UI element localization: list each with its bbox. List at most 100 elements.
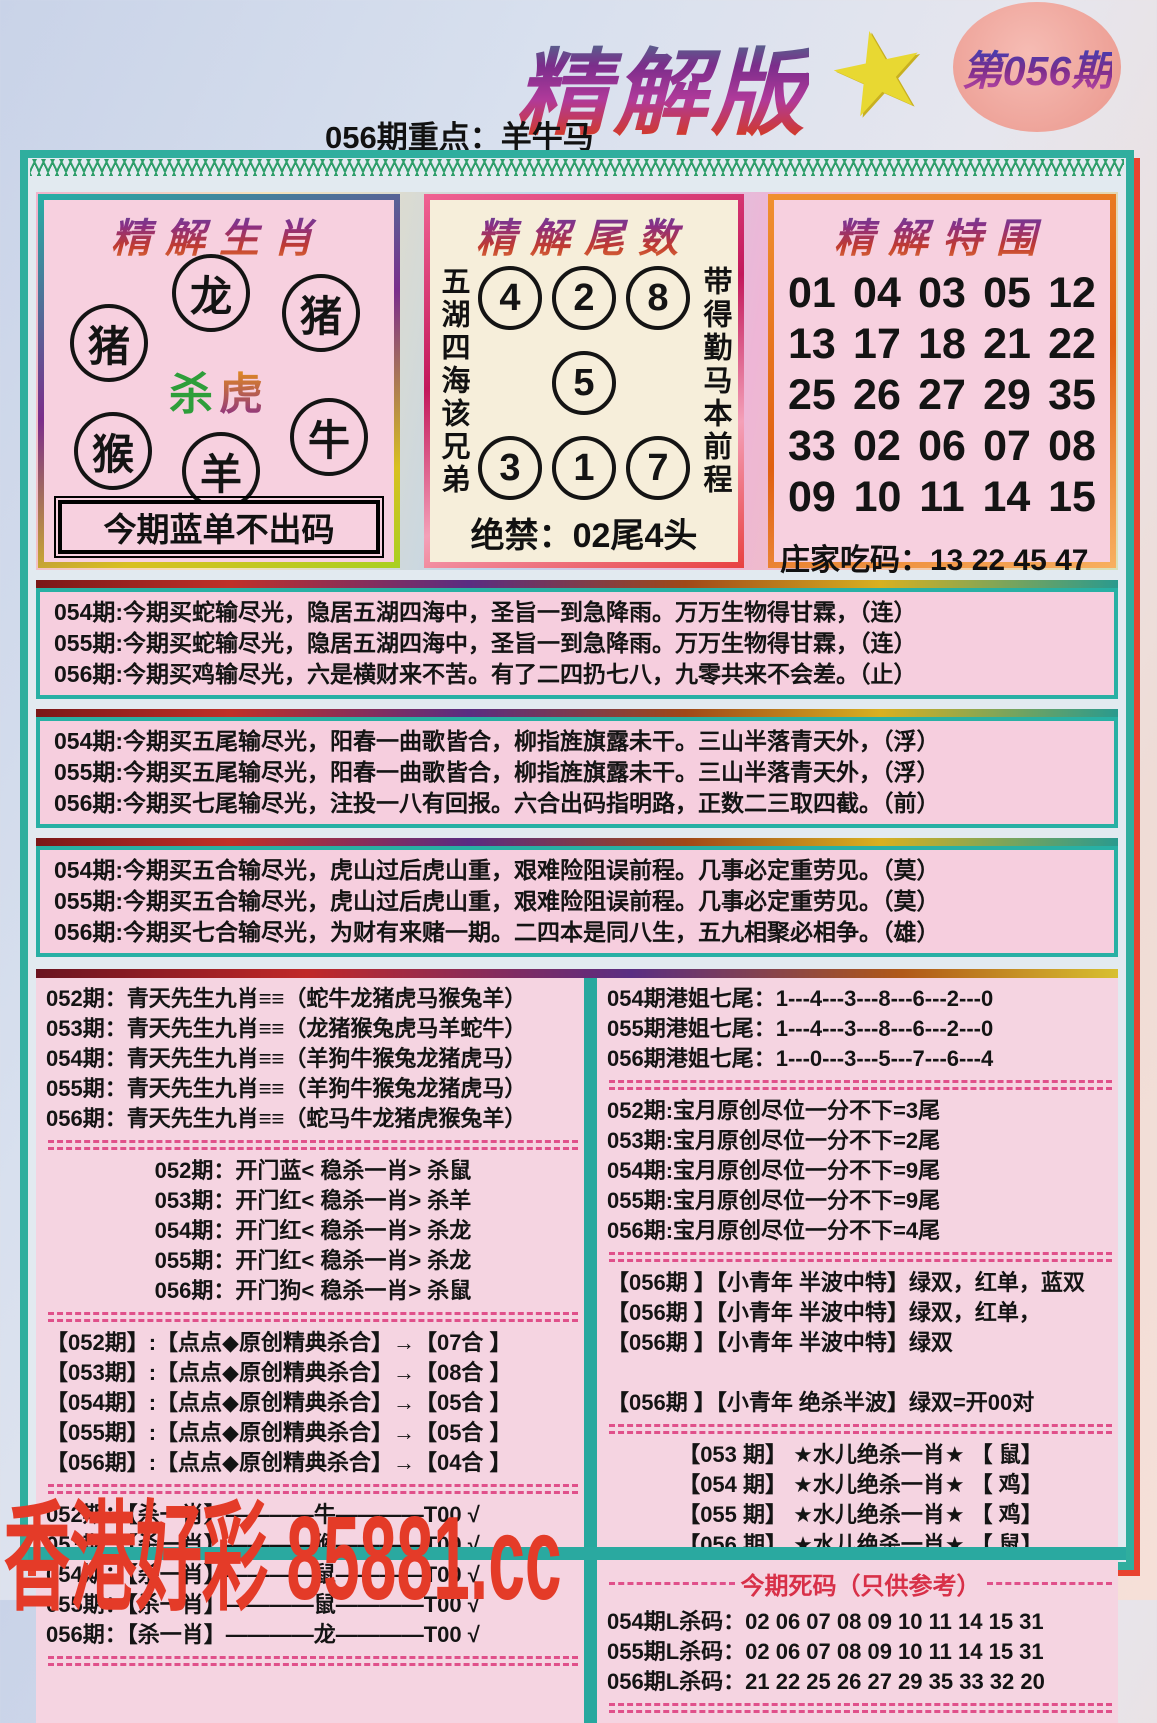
- verse-block-2: 054期:今期买五尾输尽光，阳春一曲歌皆合，柳指旌旗露未干。三山半落青天外，（浮…: [36, 717, 1118, 828]
- list-item: 054期：开门红< 稳杀一肖> 杀龙: [154, 1218, 472, 1243]
- zodiac-box: 精解生肖 猪 龙 猪 杀虎 猴 羊 牛 今期蓝单不出码: [38, 194, 400, 568]
- tail-row-bottom: 3 1 7: [478, 436, 690, 500]
- spacer: [607, 1358, 1114, 1388]
- list-item: 053期：开门红< 稳杀一肖> 杀羊: [154, 1188, 472, 1213]
- zodiac-box-title: 精解生肖: [44, 200, 394, 264]
- special-number: 26: [853, 371, 901, 419]
- separator: [48, 1656, 578, 1666]
- tail-box-title: 精解尾数: [430, 200, 738, 264]
- special-box-title: 精解特围: [774, 200, 1110, 264]
- special-row: 09 10 11 14 15: [788, 472, 1096, 523]
- zodiac-circle: 龙: [172, 254, 250, 332]
- zodiac-circle: 猴: [74, 412, 152, 490]
- verse-line: 054期:今期买五尾输尽光，阳春一曲歌皆合，柳指旌旗露未干。三山半落青天外，（浮…: [54, 728, 940, 754]
- list-item: 【056期 】【小青年 绝杀半波】绿双=开00对: [607, 1390, 1035, 1415]
- zodiac-box-inner: 精解生肖 猪 龙 猪 杀虎 猴 羊 牛 今期蓝单不出码: [44, 200, 394, 562]
- separator: [609, 1703, 1112, 1713]
- list-item: 056期L杀码：21 22 25 26 27 29 35 33 32 20: [607, 1669, 1045, 1694]
- special-number: 07: [983, 422, 1031, 470]
- list-item: 055期：青天先生九肖≡≡（羊狗牛猴兔龙猪虎马）: [46, 1076, 527, 1101]
- list-item: 055期：开门红< 稳杀一肖> 杀龙: [154, 1248, 472, 1273]
- verse-line: 056期:今期买七合输尽光，为财有来赌一期。二四本是同八生，五九相聚必相争。（雄…: [54, 919, 940, 945]
- verse-line: 054期:今期买五合输尽光，虎山过后虎山重，艰难险阻误前程。几事必定重劳见。（莫…: [54, 857, 940, 883]
- list-item: 055期港姐七尾：1---4---3---8---6---2---0: [607, 1016, 994, 1041]
- tail-digit: 7: [626, 436, 690, 500]
- list-item: 056期：青天先生九肖≡≡（蛇马牛龙猪虎猴兔羊）: [46, 1106, 527, 1131]
- list-item: 054期：青天先生九肖≡≡（羊狗牛猴兔龙猪虎马）: [46, 1046, 527, 1071]
- special-number: 15: [1048, 473, 1096, 521]
- special-number: 17: [853, 320, 901, 368]
- list-item: 052期：开门蓝< 稳杀一肖> 杀鼠: [154, 1158, 472, 1183]
- rainbow-strip: [36, 580, 1118, 588]
- special-row: 13 17 18 21 22: [788, 319, 1096, 370]
- tail-digit: 4: [478, 266, 542, 330]
- issue-focus: 056期重点：羊牛马: [325, 120, 594, 155]
- verse-line: 054期:今期买蛇输尽光，隐居五湖四海中，圣旨一到急降雨。万万生物得甘霖，（连）: [54, 599, 917, 625]
- rainbow-strip: [36, 969, 1118, 978]
- special-row: 01 04 03 05 12: [788, 268, 1096, 319]
- special-number: 10: [853, 473, 902, 521]
- special-box: 精解特围 01 04 03 05 12 13 17 18 21 22 25 26 27 29 35 33…: [768, 194, 1116, 577]
- right-column: 054期港姐七尾：1---4---3---8---6---2---0 055期港…: [597, 978, 1118, 1723]
- gangjie-block: 054期港姐七尾：1---4---3---8---6---2---0 055期港…: [607, 984, 1114, 1074]
- list-item: 052期：【杀一肖】————牛————T00 √: [46, 1502, 480, 1527]
- list-item: 【054期】:【点点◆原创精典杀合】→【05合 】: [46, 1390, 512, 1415]
- verse-block-1: 054期:今期买蛇输尽光，隐居五湖四海中，圣旨一到急降雨。万万生物得甘霖，（连）…: [36, 588, 1118, 699]
- list-item: 【052期】:【点点◆原创精典杀合】→【07合 】: [46, 1330, 512, 1355]
- separator: [609, 1080, 1112, 1090]
- list-item: 054期:宝月原创尽位一分不下=9尾: [607, 1158, 941, 1183]
- special-number: 01: [788, 269, 836, 317]
- special-number: 33: [788, 422, 836, 470]
- issue-number: 第056期: [962, 37, 1112, 97]
- special-number: 27: [918, 371, 966, 419]
- dead-code-title: 今期死码（只供参考）: [740, 1573, 981, 1600]
- banbo-block: 【056期 】【小青年 半波中特】绿双，红单，蓝双 【056期 】【小青年 半波…: [607, 1268, 1114, 1418]
- special-number: 03: [918, 269, 966, 317]
- baoyue-block: 052期:宝月原创尽位一分不下=3尾 053期:宝月原创尽位一分不下=2尾 05…: [607, 1096, 1114, 1246]
- list-item: 054期：【杀一肖】————鼠————T00 √: [46, 1562, 480, 1587]
- special-number: 25: [788, 371, 836, 419]
- main-panel: 精解生肖 猪 龙 猪 杀虎 猴 羊 牛 今期蓝单不出码 精解尾数 五湖四海该兄弟…: [20, 150, 1134, 1723]
- list-item: 054期港姐七尾：1---4---3---8---6---2---0: [607, 986, 994, 1011]
- tail-digit: 8: [626, 266, 690, 330]
- diandian-block: 【052期】:【点点◆原创精典杀合】→【07合 】 【053期】:【点点◆原创精…: [46, 1328, 580, 1478]
- special-number: 12: [1048, 269, 1096, 317]
- verse-block-3: 054期:今期买五合输尽光，虎山过后虎山重，艰难险阻误前程。几事必定重劳见。（莫…: [36, 846, 1118, 957]
- list-item: 【056期 】【小青年 半波中特】绿双，红单，: [607, 1300, 1041, 1325]
- zodiac-circle: 猪: [70, 304, 148, 382]
- separator: [48, 1140, 578, 1150]
- special-number: 18: [918, 320, 966, 368]
- special-number: 08: [1048, 422, 1096, 470]
- list-item: 【056期 】【小青年 半波中特】绿双: [607, 1330, 953, 1355]
- list-item: 【053 期】 ★水儿绝杀一肖★ 【 鼠】: [678, 1442, 1043, 1467]
- separator: [48, 1312, 578, 1322]
- tail-middle: 五湖四海该兄弟 4 2 8 5 3 1 7: [430, 266, 738, 500]
- tail-box-inner: 精解尾数 五湖四海该兄弟 4 2 8 5 3: [430, 200, 738, 562]
- nine-zodiac-block: 052期：青天先生九肖≡≡（蛇牛龙猪虎马猴兔羊） 053期：青天先生九肖≡≡（龙…: [46, 984, 580, 1134]
- rainbow-strip: [36, 838, 1118, 846]
- list-item: 053期：青天先生九肖≡≡（龙猪猴兔虎马羊蛇牛）: [46, 1016, 527, 1041]
- verse-line: 055期:今期买五合输尽光，虎山过后虎山重，艰难险阻误前程。几事必定重劳见。（莫…: [54, 888, 940, 914]
- tail-digit: 3: [478, 436, 542, 500]
- zigzag-border: [30, 159, 1124, 176]
- list-item: 056期:宝月原创尽位一分不下=4尾: [607, 1218, 941, 1243]
- list-item: 【055 期】 ★水儿绝杀一肖★ 【 鸡】: [678, 1502, 1043, 1527]
- special-number: 13: [788, 320, 836, 368]
- separator: [609, 1424, 1112, 1434]
- special-number: 22: [1048, 320, 1096, 368]
- list-item: 【054 期】 ★水儿绝杀一肖★ 【 鸡】: [678, 1472, 1043, 1497]
- dead-code-separator: 今期死码（只供参考）: [609, 1566, 1112, 1601]
- special-number: 09: [788, 473, 836, 521]
- special-number: 04: [853, 269, 901, 317]
- zodiac-circle: 牛: [290, 398, 368, 476]
- tail-digit: 1: [552, 436, 616, 500]
- list-item: 056期港姐七尾：1---0---3---5---7---6---4: [607, 1046, 994, 1071]
- special-row: 25 26 27 29 35: [788, 370, 1096, 421]
- special-box-inner: 精解特围 01 04 03 05 12 13 17 18 21 22 25 26 27 29 35 33…: [774, 200, 1110, 577]
- separator: [609, 1252, 1112, 1262]
- column-divider: [584, 978, 597, 1723]
- shuier-block: 【053 期】 ★水儿绝杀一肖★ 【 鼠】 【054 期】 ★水儿绝杀一肖★ 【…: [607, 1440, 1114, 1560]
- special-number: 05: [983, 269, 1031, 317]
- issue-badge: 第056期: [953, 2, 1121, 132]
